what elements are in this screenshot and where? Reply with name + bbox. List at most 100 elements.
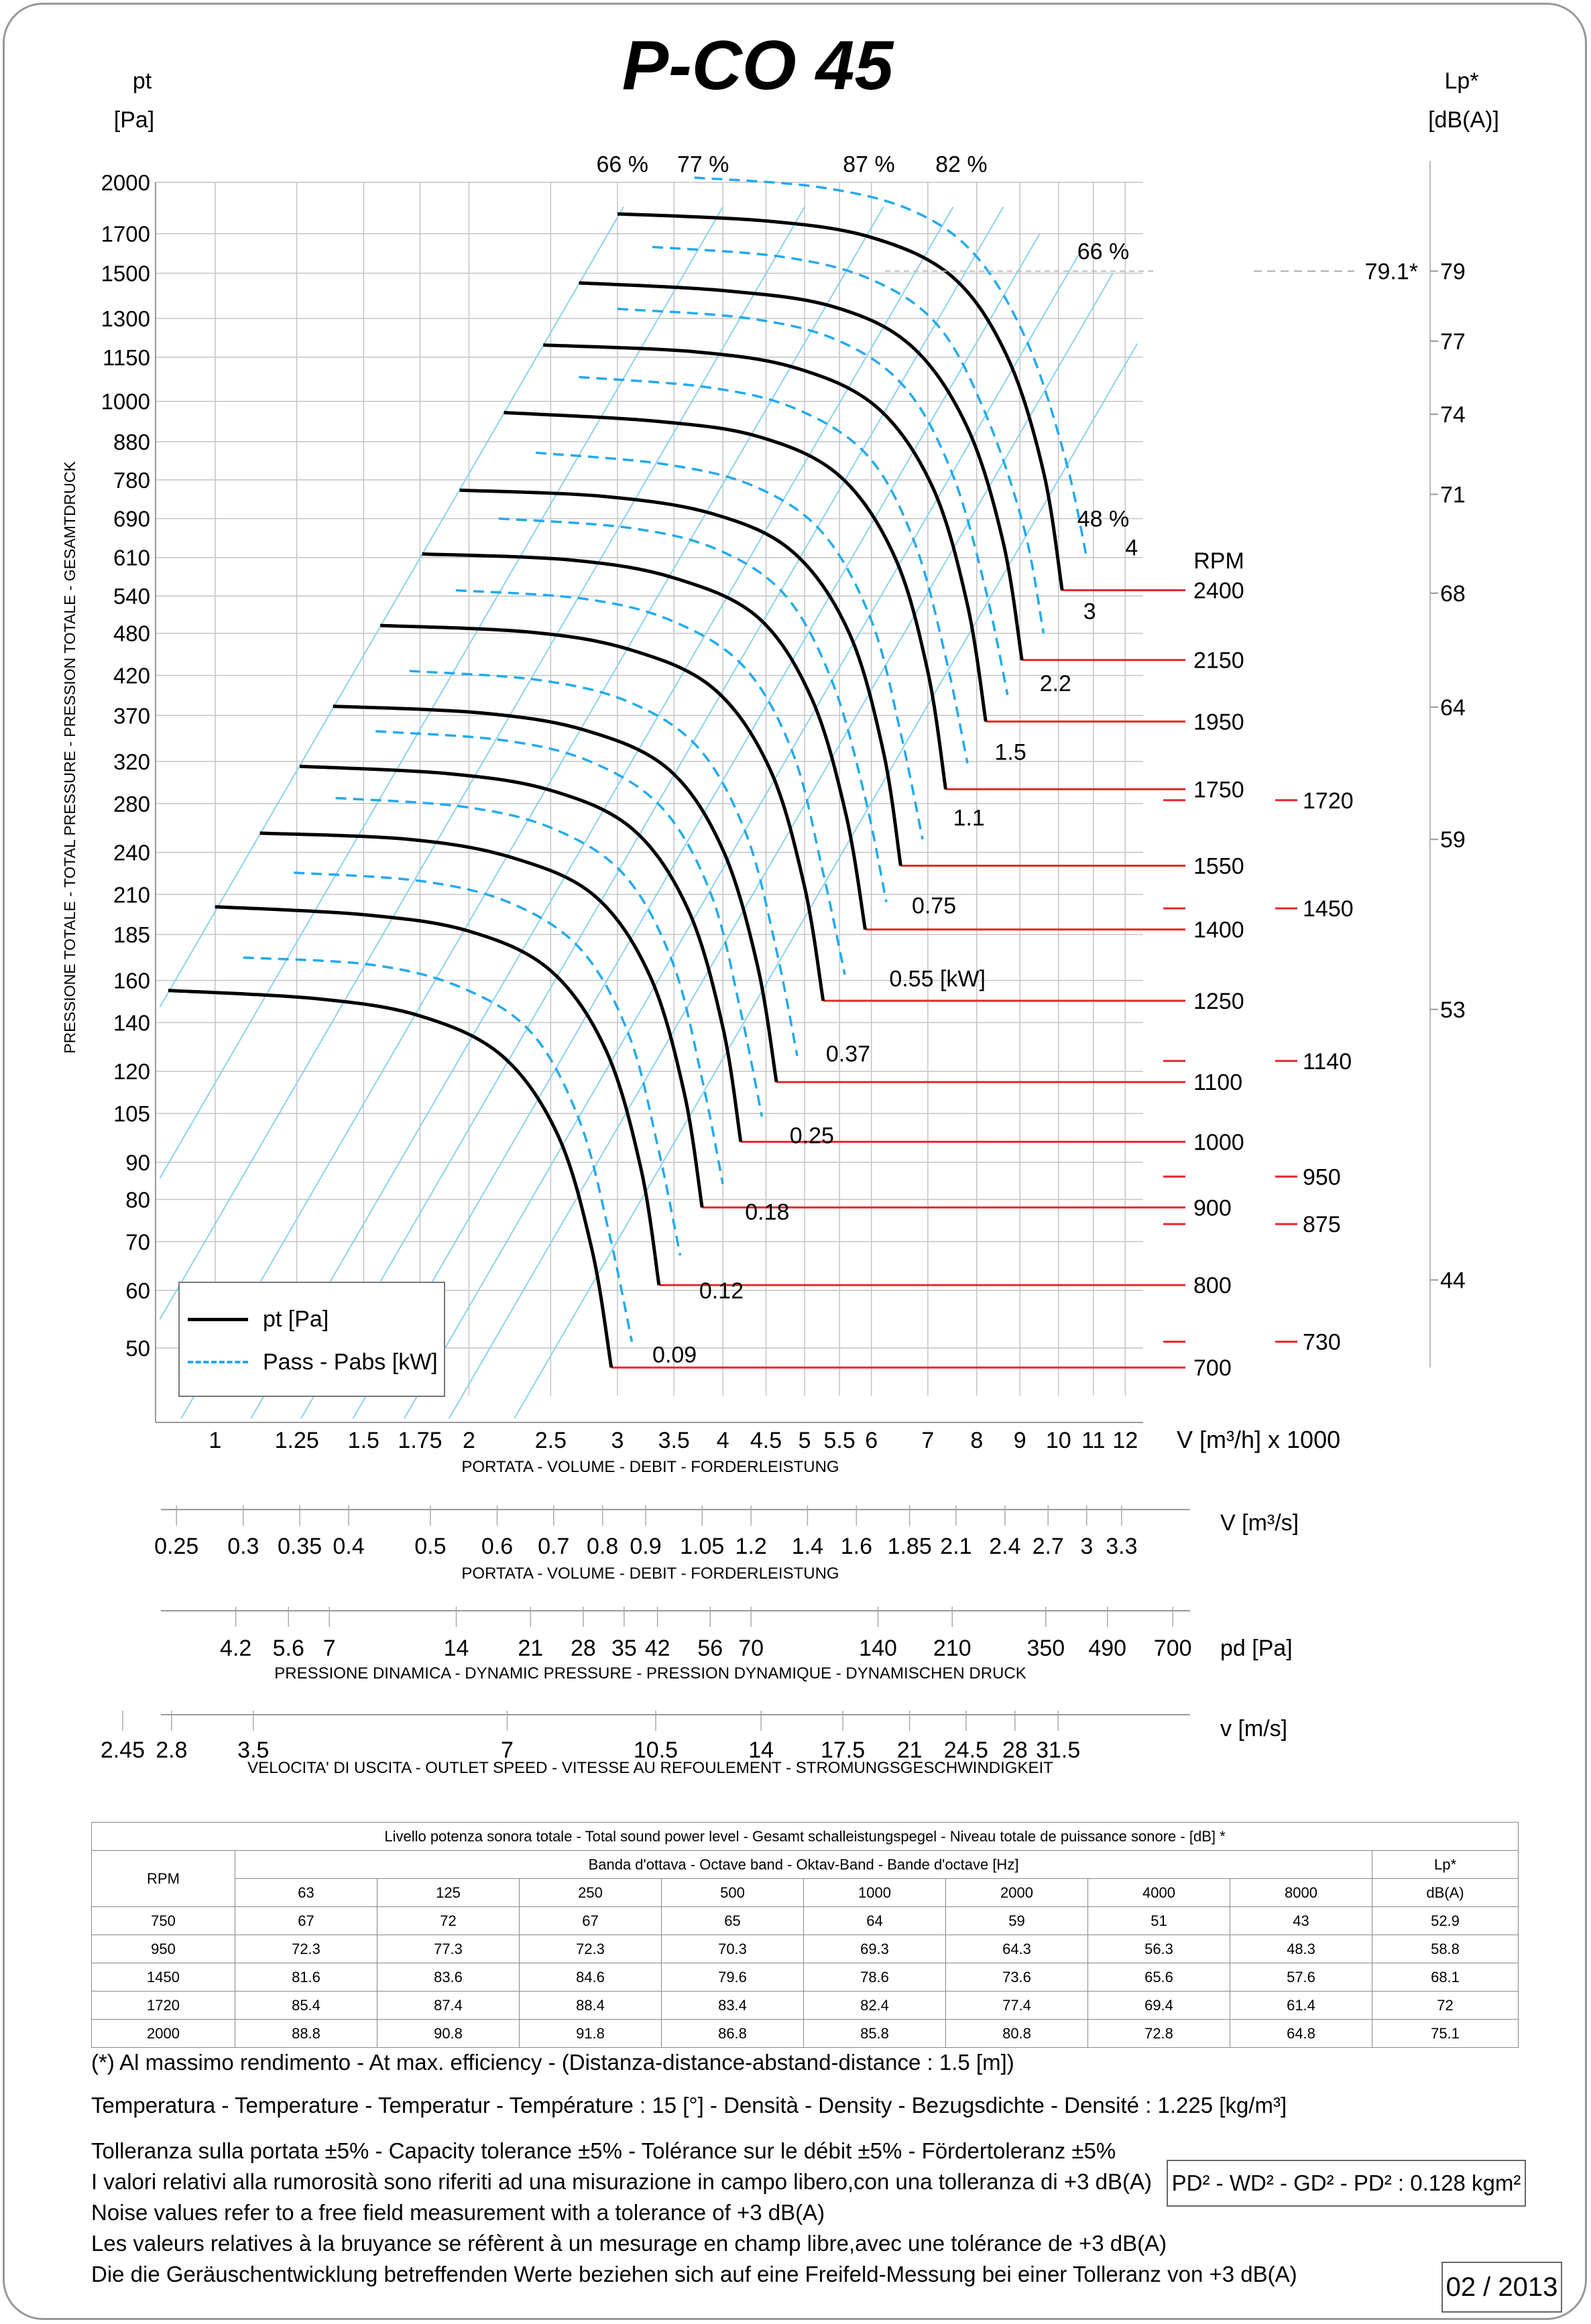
x-tick-label: 9: [1014, 1428, 1026, 1453]
band-63: 63: [235, 1878, 377, 1907]
legend-dashed-line: [188, 1361, 248, 1363]
rpm-secondary-label-1140: 1140: [1303, 1049, 1352, 1075]
table-cell: 67: [519, 1906, 662, 1935]
y-tick-label: 1500: [101, 261, 150, 286]
pressure-curve-2150: [579, 281, 1024, 661]
dynamic-pressure-tick-label: 7: [323, 1636, 336, 1661]
volume-m3s-tick-label: 3: [1080, 1534, 1093, 1559]
table-cell: 72: [1372, 1991, 1519, 2020]
table-cell: 65.6: [1087, 1963, 1230, 1992]
pressure-curve-1550: [459, 488, 902, 866]
table-cell: 61.4: [1230, 1991, 1372, 2020]
outlet-speed-tick-label: 7: [501, 1737, 514, 1763]
volume-m3s-tick-label: 1.85: [888, 1534, 932, 1559]
right-tick-label: 77: [1440, 329, 1466, 355]
right-tick-label: 74: [1440, 402, 1466, 428]
rpm-label-1100: 1100: [1193, 1070, 1242, 1095]
y-tick-label: 780: [113, 468, 150, 493]
rpm-label-1950: 1950: [1193, 709, 1244, 735]
dynamic-pressure-tick-label: 700: [1154, 1636, 1192, 1661]
rpm-label-2400: 2400: [1193, 578, 1244, 604]
y-tick-label: 210: [113, 882, 150, 907]
table-cell: 950: [91, 1935, 235, 1963]
power-label: 0.75: [912, 893, 956, 918]
table-cell: 72.3: [519, 1935, 662, 1963]
pressure-curve-700: [168, 989, 613, 1368]
y-tick-label: 370: [113, 703, 150, 728]
inertia-box: PD² - WD² - GD² - PD² : 0.128 kgm²: [1167, 2160, 1526, 2207]
table-cell: 83.4: [661, 1991, 804, 2020]
y-tick-label: 1150: [103, 345, 150, 370]
table-cell: 1720: [91, 1991, 235, 2020]
power-curve-1950: [617, 308, 1009, 695]
power-label: 0.37: [826, 1041, 870, 1066]
x-tick-label: 1.25: [275, 1428, 319, 1453]
table-cell: 81.6: [235, 1963, 377, 1992]
power-curve-700: [243, 956, 634, 1342]
table-cell: 77.4: [945, 1991, 1088, 2020]
x-tick-label: 12: [1112, 1428, 1138, 1453]
x-tick-label: 5.5: [823, 1428, 855, 1453]
efficiency-line: [159, 206, 805, 1320]
band-500: 500: [661, 1878, 804, 1907]
volume-m3s-tick-label: 0.25: [154, 1534, 198, 1559]
x-tick-label: 10: [1046, 1428, 1071, 1453]
note-tolerance-3: Noise values refer to a free field measu…: [91, 2200, 825, 2225]
x-tick-label: 1.75: [398, 1428, 442, 1453]
table-cell: 64.3: [945, 1935, 1088, 1963]
dynamic-pressure-tick-label: 490: [1088, 1636, 1126, 1661]
x-tick-label: 4.5: [750, 1428, 782, 1453]
efficiency-label: 48 %: [1077, 507, 1130, 532]
y-tick-label: 80: [125, 1187, 150, 1212]
volume-m3s-tick-label: 0.8: [587, 1534, 618, 1559]
power-curve-1750: [579, 375, 969, 764]
table-cell: 85.4: [235, 1991, 377, 2020]
y-tick-label: 120: [113, 1059, 150, 1084]
power-curve-1400: [498, 517, 888, 903]
efficiency-line: [159, 206, 724, 1179]
rpm-label-1000: 1000: [1193, 1129, 1244, 1155]
sheet-border: [3, 3, 1587, 2320]
y-tick-label: 160: [113, 969, 150, 993]
sound-power-table: Livello potenza sonora totale - Total so…: [91, 1822, 1519, 2048]
volume-m3s-tick-label: 0.6: [481, 1534, 513, 1559]
table-cell: 68.1: [1372, 1963, 1519, 1992]
volume-m3s-tick-label: 3.3: [1106, 1534, 1137, 1559]
volume-m3s-tick-label: 2.4: [989, 1534, 1020, 1559]
volume-m3s-tick-label: 0.3: [227, 1534, 259, 1559]
pressure-curve-1950: [543, 343, 988, 722]
dynamic-pressure-tick-label: 28: [571, 1636, 596, 1661]
pressure-curve-800: [215, 905, 661, 1286]
y-tick-label: 420: [113, 664, 150, 688]
table-cell: 72: [377, 1906, 520, 1935]
dynamic-pressure-tick-label: 140: [859, 1636, 897, 1661]
right-tick-label: 64: [1440, 695, 1466, 721]
date-box: 02 / 2013: [1441, 2262, 1562, 2313]
power-curve-1250: [455, 589, 846, 975]
x-tick-label: 6: [865, 1428, 878, 1453]
right-axis-label-top: Lp*: [1444, 68, 1478, 94]
right-tick-label: 68: [1440, 581, 1466, 607]
power-label: 1.1: [953, 805, 985, 831]
rpm-label-700: 700: [1193, 1355, 1232, 1381]
fan-curves: [168, 176, 1088, 1368]
volume-m3s-tick-label: 1.6: [841, 1534, 872, 1559]
volume-m3s-tick-label: 0.9: [630, 1534, 661, 1559]
chart-title: P-CO 45: [622, 27, 895, 105]
sound-table-title: Livello potenza sonora totale - Total so…: [91, 1822, 1519, 1851]
outlet-speed-tick-label: 3.5: [237, 1737, 269, 1763]
band-2000: 2000: [945, 1878, 1088, 1907]
x-tick-label: 8: [970, 1428, 983, 1453]
table-cell: 43: [1230, 1906, 1372, 1935]
y-unit-top: pt: [133, 68, 152, 94]
table-cell: 73.6: [945, 1963, 1088, 1992]
right-tick-label: 53: [1440, 997, 1466, 1023]
table-cell: 72.8: [1087, 2019, 1230, 2048]
outlet-speed-tick-label: 17.5: [821, 1737, 865, 1763]
dynamic-pressure-tick-label: 42: [645, 1636, 670, 1661]
x-tick-label: 4: [717, 1428, 729, 1453]
outlet-speed-tick-label: 10.5: [634, 1737, 678, 1763]
outlet-speed-tick-label: 21: [897, 1737, 923, 1763]
efficiency-line: [448, 273, 1114, 1419]
right-tick-label: 71: [1440, 483, 1466, 508]
